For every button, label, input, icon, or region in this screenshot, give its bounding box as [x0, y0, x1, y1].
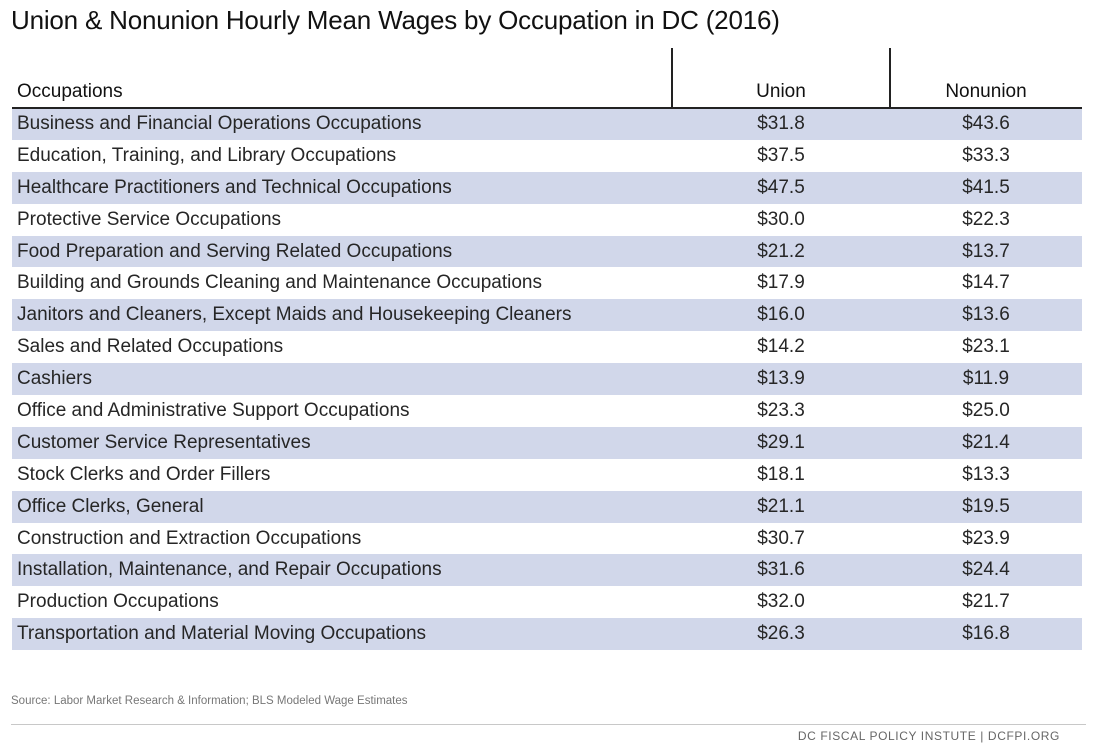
- table-row: Transportation and Material Moving Occup…: [12, 618, 1082, 651]
- footer-divider: [11, 724, 1086, 725]
- cell-nonunion-wage: $16.8: [890, 618, 1082, 651]
- cell-nonunion-wage: $33.3: [890, 139, 1082, 172]
- cell-occupation: Education, Training, and Library Occupat…: [12, 139, 672, 172]
- cell-occupation: Sales and Related Occupations: [12, 331, 672, 364]
- cell-union-wage: $13.9: [672, 363, 890, 396]
- cell-nonunion-wage: $24.4: [890, 554, 1082, 587]
- table-row: Protective Service Occupations $30.0 $22.3: [12, 203, 1082, 236]
- footer-credit: DC FISCAL POLICY INSTUTE | DCFPI.ORG: [797, 729, 1060, 743]
- cell-union-wage: $32.0: [672, 586, 890, 619]
- cell-occupation: Food Preparation and Serving Related Occ…: [12, 235, 672, 268]
- table-row: Healthcare Practitioners and Technical O…: [12, 171, 1082, 204]
- cell-union-wage: $37.5: [672, 139, 890, 172]
- cell-union-wage: $29.1: [672, 426, 890, 459]
- cell-union-wage: $30.0: [672, 203, 890, 236]
- cell-occupation: Business and Financial Operations Occupa…: [12, 108, 672, 140]
- chart-title: Union & Nonunion Hourly Mean Wages by Oc…: [11, 5, 780, 35]
- source-note: Source: Labor Market Research & Informat…: [11, 695, 408, 707]
- cell-nonunion-wage: $21.4: [890, 426, 1082, 459]
- table-spacer-row: [12, 650, 1082, 683]
- table-row: Stock Clerks and Order Fillers $18.1 $13.3: [12, 458, 1082, 491]
- table-row: Building and Grounds Cleaning and Mainte…: [12, 267, 1082, 300]
- cell-nonunion-wage: $41.5: [890, 171, 1082, 204]
- cell-occupation: Transportation and Material Moving Occup…: [12, 618, 672, 651]
- cell-nonunion-wage: $13.3: [890, 458, 1082, 491]
- cell-occupation: Customer Service Representatives: [12, 426, 672, 459]
- cell-nonunion-wage: $22.3: [890, 203, 1082, 236]
- empty-cell: [12, 650, 672, 683]
- cell-nonunion-wage: $25.0: [890, 395, 1082, 427]
- cell-union-wage: $18.1: [672, 458, 890, 491]
- wage-table-container: Occupations Union Nonunion Business and …: [12, 70, 1082, 683]
- header-union: Union: [672, 70, 890, 109]
- cell-union-wage: $26.3: [672, 618, 890, 651]
- table-row: Janitors and Cleaners, Except Maids and …: [12, 299, 1082, 332]
- table-row: Food Preparation and Serving Related Occ…: [12, 235, 1082, 268]
- cell-union-wage: $47.5: [672, 171, 890, 204]
- table-row: Cashiers $13.9 $11.9: [12, 363, 1082, 396]
- table-body: Business and Financial Operations Occupa…: [12, 108, 1082, 683]
- cell-nonunion-wage: $13.7: [890, 235, 1082, 268]
- table-row: Production Occupations $32.0 $21.7: [12, 586, 1082, 619]
- cell-union-wage: $21.1: [672, 490, 890, 523]
- cell-occupation: Construction and Extraction Occupations: [12, 522, 672, 555]
- cell-union-wage: $30.7: [672, 522, 890, 555]
- table-row: Sales and Related Occupations $14.2 $23.1: [12, 331, 1082, 364]
- cell-occupation: Healthcare Practitioners and Technical O…: [12, 171, 672, 204]
- cell-nonunion-wage: $43.6: [890, 108, 1082, 140]
- cell-nonunion-wage: $14.7: [890, 267, 1082, 300]
- cell-occupation: Protective Service Occupations: [12, 203, 672, 236]
- cell-union-wage: $23.3: [672, 395, 890, 427]
- cell-occupation: Stock Clerks and Order Fillers: [12, 458, 672, 491]
- cell-occupation: Office and Administrative Support Occupa…: [12, 395, 672, 427]
- cell-union-wage: $16.0: [672, 299, 890, 332]
- cell-union-wage: $14.2: [672, 331, 890, 364]
- cell-nonunion-wage: $23.1: [890, 331, 1082, 364]
- cell-nonunion-wage: $11.9: [890, 363, 1082, 396]
- table-row: Office Clerks, General $21.1 $19.5: [12, 490, 1082, 523]
- cell-nonunion-wage: $21.7: [890, 586, 1082, 619]
- cell-union-wage: $31.8: [672, 108, 890, 140]
- cell-union-wage: $31.6: [672, 554, 890, 587]
- table-row: Education, Training, and Library Occupat…: [12, 139, 1082, 172]
- cell-union-wage: $17.9: [672, 267, 890, 300]
- cell-nonunion-wage: $19.5: [890, 490, 1082, 523]
- wage-table: Occupations Union Nonunion Business and …: [12, 70, 1082, 683]
- table-row: Customer Service Representatives $29.1 $21…: [12, 426, 1082, 459]
- empty-cell: [890, 650, 1082, 683]
- cell-occupation: Building and Grounds Cleaning and Mainte…: [12, 267, 672, 300]
- cell-nonunion-wage: $23.9: [890, 522, 1082, 555]
- table-header-row: Occupations Union Nonunion: [12, 70, 1082, 109]
- empty-cell: [672, 650, 890, 683]
- cell-occupation: Installation, Maintenance, and Repair Oc…: [12, 554, 672, 587]
- cell-union-wage: $21.2: [672, 235, 890, 268]
- cell-occupation: Janitors and Cleaners, Except Maids and …: [12, 299, 672, 332]
- header-nonunion: Nonunion: [890, 70, 1082, 109]
- table-row: Construction and Extraction Occupations $…: [12, 522, 1082, 555]
- cell-occupation: Office Clerks, General: [12, 490, 672, 523]
- cell-occupation: Cashiers: [12, 363, 672, 396]
- cell-occupation: Production Occupations: [12, 586, 672, 619]
- cell-nonunion-wage: $13.6: [890, 299, 1082, 332]
- table-row: Business and Financial Operations Occupa…: [12, 108, 1082, 140]
- header-occupations: Occupations: [12, 70, 672, 109]
- table-row: Office and Administrative Support Occupa…: [12, 395, 1082, 427]
- table-row: Installation, Maintenance, and Repair Oc…: [12, 554, 1082, 587]
